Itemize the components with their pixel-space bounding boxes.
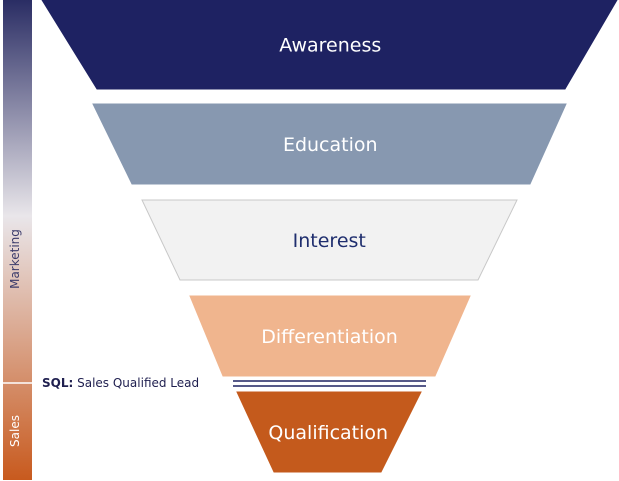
funnel-stage-qualification [236,391,422,473]
sidebar-label-sales: Sales [8,415,22,447]
sidebar-gradient-bar [3,0,32,480]
funnel-stage-label-interest: Interest [293,230,366,252]
funnel-stage-education [92,103,567,185]
funnel-stage-label-qualification: Qualification [268,422,388,444]
funnel-stage-interest [141,199,518,281]
funnel-stage-label-awareness: Awareness [279,35,381,57]
funnel-stage-differentiation [189,295,471,377]
sql-label-text: Sales Qualified Lead [73,376,200,390]
sidebar-label-marketing: Marketing [8,229,22,289]
funnel-stage-label-differentiation: Differentiation [261,326,398,348]
funnel-stage-label-education: Education [283,134,378,156]
sql-label-abbr: SQL: [42,376,74,390]
sql-label: SQL: Sales Qualified Lead [42,376,199,390]
funnel-stage-awareness [41,0,618,90]
